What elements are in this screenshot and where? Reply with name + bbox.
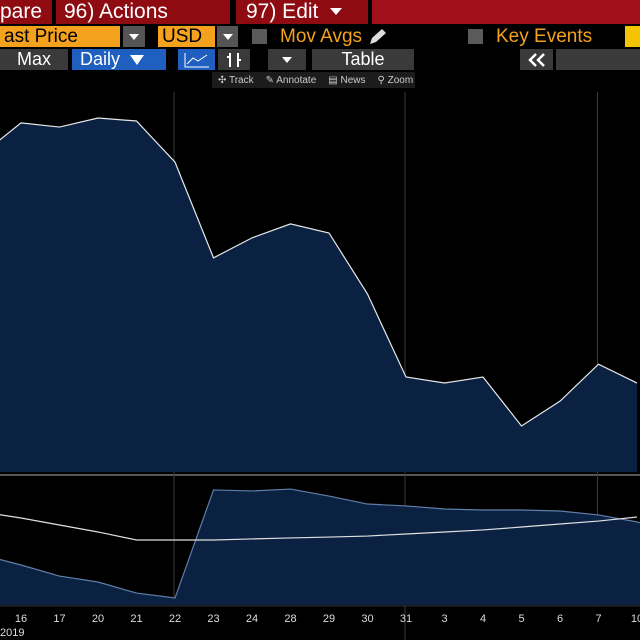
line-chart-button[interactable] — [178, 49, 215, 70]
dropdown-arrow — [130, 54, 145, 65]
x-tick-label: 23 — [207, 613, 219, 625]
area-line — [0, 488, 640, 599]
range-max[interactable]: Max — [0, 49, 68, 70]
checkbox[interactable] — [468, 29, 483, 44]
label: pare — [0, 0, 43, 23]
x-tick-label: 3 — [441, 613, 447, 625]
area-line — [0, 117, 638, 427]
track-tool[interactable]: ✣ Track — [218, 74, 254, 86]
x-tick-label: 17 — [53, 613, 65, 625]
field-select[interactable]: ast Price — [0, 26, 120, 47]
x-tick-label: 4 — [480, 613, 486, 625]
x-tick-label: 31 — [400, 613, 412, 625]
line-icon — [184, 52, 209, 67]
dropdown-arrow — [282, 56, 292, 63]
x-tick-label: 22 — [169, 613, 181, 625]
currency-select[interactable]: USD — [158, 26, 215, 47]
table-button[interactable]: Table — [312, 49, 414, 70]
chart-tools: ✣ Track ✎ Annotate ▤ News ⚲ Zoom — [212, 72, 415, 88]
mov-avgs[interactable]: Mov Avgs — [280, 26, 410, 47]
x-year-label: 2019 — [0, 627, 24, 639]
label: 96) Actions — [64, 0, 168, 23]
edit-menu[interactable]: 97) Edit — [236, 0, 368, 24]
price-chart: 16 17 20 21 22 23 24 28 29 30 31 3 4 5 6 7 10 2019 — [0, 92, 640, 640]
dropdown-arrow — [330, 8, 343, 15]
zoom-tool[interactable]: ⚲ Zoom — [377, 74, 414, 86]
x-tick-label: 20 — [92, 613, 104, 625]
label: Daily — [80, 49, 121, 69]
x-tick-label: 30 — [361, 613, 373, 625]
x-tick-label: 16 — [15, 613, 27, 625]
area — [0, 489, 640, 605]
label: News — [340, 74, 366, 86]
bar-chart-button[interactable] — [218, 49, 250, 70]
label: 97) Edit — [246, 0, 319, 23]
line — [0, 514, 638, 541]
period-select[interactable]: Daily — [72, 49, 166, 70]
dropdown-arrow — [222, 33, 233, 40]
label: Track — [228, 74, 254, 86]
x-tick-label: 29 — [323, 613, 335, 625]
pencil-icon — [370, 28, 387, 44]
area — [0, 117, 637, 472]
compare-button[interactable]: pare — [0, 0, 52, 24]
x-tick-label: 24 — [246, 613, 258, 625]
dropdown[interactable] — [123, 26, 145, 47]
news-tool[interactable]: ▤ News — [328, 74, 366, 86]
x-tick-label: 7 — [595, 613, 601, 625]
bar-icon — [227, 52, 241, 67]
label: ast Price — [4, 25, 78, 47]
checkbox[interactable] — [252, 29, 267, 44]
label: Table — [341, 49, 385, 69]
collapse-button[interactable] — [520, 49, 553, 70]
actions-menu[interactable]: 96) Actions — [56, 0, 230, 24]
label: Zoom — [387, 74, 414, 86]
toolbar-fill — [556, 49, 640, 70]
x-tick-label: 28 — [284, 613, 296, 625]
annotate-tool[interactable]: ✎ Annotate — [265, 74, 317, 86]
toolbar-fill — [372, 0, 640, 24]
label: Max — [16, 49, 51, 69]
key-events[interactable]: Key Events — [496, 26, 621, 47]
label: USD — [162, 25, 203, 47]
info-badge[interactable] — [625, 26, 640, 47]
dropdown-arrow — [129, 33, 139, 40]
x-tick-label: 6 — [557, 613, 563, 625]
label: Mov Avgs — [280, 25, 363, 47]
label: Key Events — [496, 25, 593, 47]
label: Annotate — [276, 74, 317, 86]
x-tick-label: 5 — [518, 613, 524, 625]
dropdown[interactable] — [217, 26, 238, 47]
x-tick-label: 10 — [631, 613, 640, 625]
dropdown[interactable] — [268, 49, 306, 70]
chevrons — [527, 52, 545, 67]
x-tick-label: 21 — [130, 613, 142, 625]
